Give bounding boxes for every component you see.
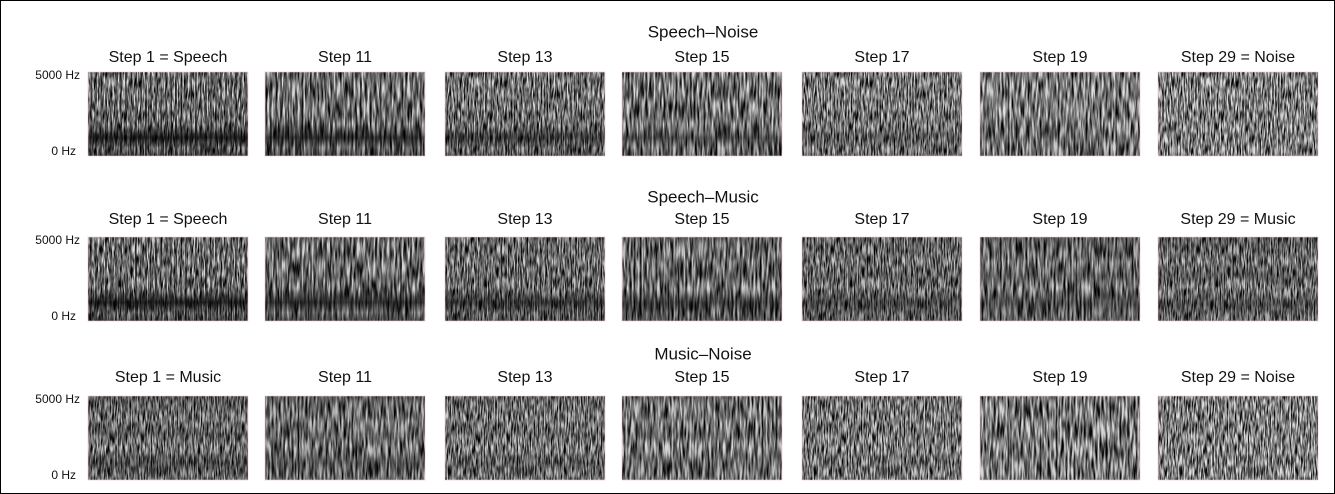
panel-label: Step 1 = Speech [109, 49, 228, 66]
spectrogram-shade [88, 72, 248, 156]
panel-label: Step 1 = Speech [109, 211, 228, 228]
spectrogram [88, 72, 248, 156]
spectrogram [1158, 72, 1318, 156]
row-title: Speech–Noise [648, 22, 759, 41]
axis-label: 5000 Hz [35, 68, 80, 82]
panel-label: Step 11 [318, 369, 372, 386]
axis-label: 5000 Hz [35, 233, 80, 247]
spectrogram-shade [88, 237, 248, 321]
spectrogram-shade [265, 237, 425, 321]
spectrogram [622, 396, 782, 480]
spectrogram [265, 237, 425, 321]
spectrogram [445, 72, 605, 156]
spectrogram [980, 237, 1140, 321]
spectrogram-shade [445, 396, 605, 480]
spectrogram-shade [802, 396, 962, 480]
spectrogram-shade [802, 237, 962, 321]
spectrogram [622, 237, 782, 321]
spectrogram-shade [445, 237, 605, 321]
panel-label: Step 15 [674, 369, 729, 386]
spectrogram [1158, 396, 1318, 480]
spectrogram [88, 396, 248, 480]
panel-label: Step 29 = Music [1180, 211, 1295, 228]
spectrogram-shade [980, 396, 1140, 480]
spectrogram [445, 396, 605, 480]
panel-label: Step 11 [318, 49, 372, 66]
panel-label: Step 1 = Music [115, 369, 221, 386]
spectrogram [802, 396, 962, 480]
spectrogram [980, 396, 1140, 480]
panel-label: Step 17 [854, 211, 909, 228]
panel-label: Step 13 [497, 369, 552, 386]
spectrogram-shade [88, 396, 248, 480]
panel-label: Step 11 [318, 211, 372, 228]
axis-label: 0 Hz [51, 144, 76, 158]
panel-label: Step 15 [674, 49, 729, 66]
spectrogram [802, 72, 962, 156]
spectrogram-shade [265, 72, 425, 156]
panel-label: Step 17 [854, 49, 909, 66]
panel-label: Step 13 [497, 49, 552, 66]
spectrogram [265, 72, 425, 156]
axis-label: 0 Hz [51, 309, 76, 323]
spectrogram-shade [265, 396, 425, 480]
row-title: Speech–Music [647, 187, 759, 206]
figure: Speech–Noise 5000 Hz 0 Hz Step 1 = Speech St… [0, 0, 1335, 494]
spectrogram [980, 72, 1140, 156]
spectrogram-shade [1158, 72, 1318, 156]
panel-label: Step 17 [854, 369, 909, 386]
panel-label: Step 19 [1032, 211, 1087, 228]
spectrogram-shade [622, 72, 782, 156]
panel-label: Step 29 = Noise [1181, 369, 1295, 386]
spectrogram [622, 72, 782, 156]
spectrogram-shade [980, 237, 1140, 321]
panel-label: Step 13 [497, 211, 552, 228]
spectrogram-shade [802, 72, 962, 156]
row-title: Music–Noise [654, 344, 751, 363]
spectrogram-shade [1158, 396, 1318, 480]
spectrogram [802, 237, 962, 321]
spectrogram-shade [622, 396, 782, 480]
spectrogram-shade [445, 72, 605, 156]
spectrogram-shade [622, 237, 782, 321]
panel-label: Step 19 [1032, 369, 1087, 386]
spectrogram-shade [980, 72, 1140, 156]
spectrogram-shade [1158, 237, 1318, 321]
spectrogram [1158, 237, 1318, 321]
spectrogram [445, 237, 605, 321]
panel-label: Step 19 [1032, 49, 1087, 66]
axis-label: 0 Hz [51, 468, 76, 482]
panel-label: Step 29 = Noise [1181, 49, 1295, 66]
panel-label: Step 15 [674, 211, 729, 228]
axis-label: 5000 Hz [35, 392, 80, 406]
spectrogram [88, 237, 248, 321]
spectrogram [265, 396, 425, 480]
